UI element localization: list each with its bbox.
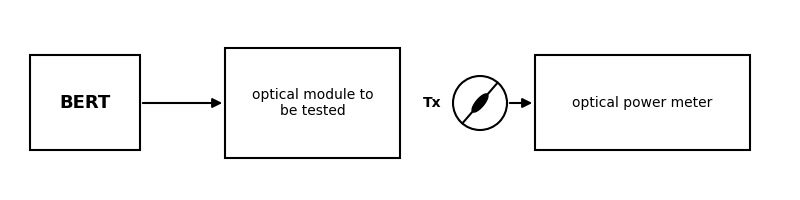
- Text: BERT: BERT: [59, 94, 110, 112]
- Text: optical power meter: optical power meter: [572, 96, 713, 110]
- Bar: [30, 55, 140, 150]
- Text: Tx: Tx: [422, 96, 442, 110]
- Polygon shape: [472, 94, 488, 112]
- Bar: [225, 48, 400, 158]
- Text: optical module to
be tested: optical module to be tested: [252, 88, 374, 118]
- Bar: [535, 55, 750, 150]
